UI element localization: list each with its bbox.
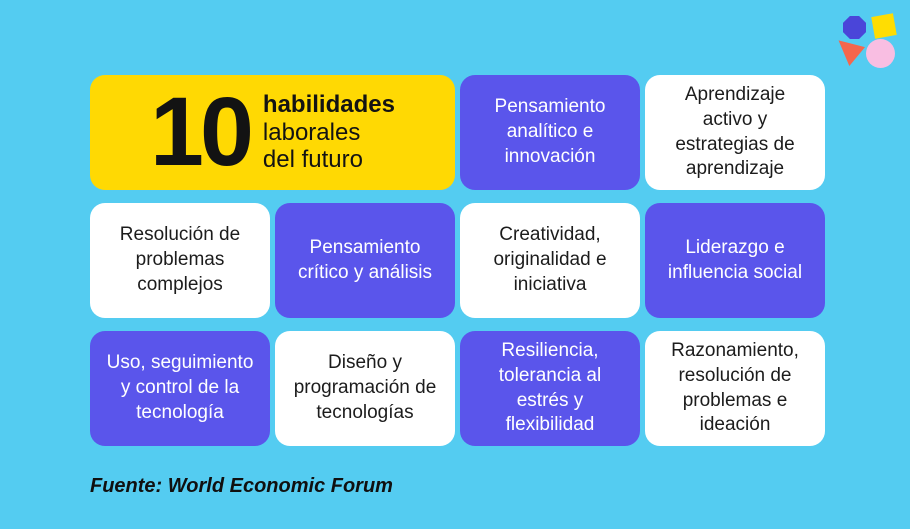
card-label: Pensamiento analítico e innovación xyxy=(494,96,606,167)
title-text: habilidades laborales del futuro xyxy=(263,91,395,173)
card-label: Liderazgo e influencia social xyxy=(667,236,803,283)
card-resolucion-problemas: Resolución de problemas complejos xyxy=(90,203,270,318)
title-card: 10 habilidades laborales del futuro xyxy=(90,75,455,190)
card-pensamiento-critico: Pensamiento crítico y análisis xyxy=(275,203,455,318)
card-razonamiento: Razonamiento, resolución de problemas e … xyxy=(645,331,825,446)
title-line-habilidades: habilidades xyxy=(262,91,395,119)
title-number: 10 xyxy=(150,77,254,187)
card-liderazgo: Liderazgo e influencia social xyxy=(645,203,825,318)
card-aprendizaje-activo: Aprendizaje activo y estrategias de apre… xyxy=(645,75,825,190)
card-resiliencia: Resiliencia, tolerancia al estrés y flex… xyxy=(460,331,640,446)
card-label: Resolución de problemas complejos xyxy=(119,224,241,295)
triangle-shape-icon xyxy=(838,40,865,66)
circle-shape-icon xyxy=(866,39,895,68)
card-uso-tecnologia: Uso, seguimiento y control de la tecnolo… xyxy=(90,331,270,446)
source-attribution: Fuente: World Economic Forum xyxy=(90,475,393,497)
card-pensamiento-analitico: Pensamiento analítico e innovación xyxy=(460,75,640,190)
card-label: Diseño y programación de tecnologías xyxy=(293,352,437,423)
card-label: Aprendizaje activo y estrategias de apre… xyxy=(675,84,795,180)
card-label: Pensamiento crítico y análisis xyxy=(297,236,433,283)
card-diseno-programacion: Diseño y programación de tecnologías xyxy=(275,331,455,446)
skills-grid: 10 habilidades laborales del futuro Pens… xyxy=(90,75,825,446)
title-line-laborales: laborales xyxy=(262,118,361,146)
card-creatividad: Creatividad, originalidad e iniciativa xyxy=(460,203,640,318)
card-label: Razonamiento, resolución de problemas e … xyxy=(671,340,799,436)
card-label: Resiliencia, tolerancia al estrés y flex… xyxy=(498,340,602,436)
square-shape-icon xyxy=(871,13,897,39)
title-line-del-futuro: del futuro xyxy=(262,146,363,174)
card-label: Creatividad, originalidad e iniciativa xyxy=(493,224,607,295)
octagon-shape-icon xyxy=(843,16,866,39)
card-label: Uso, seguimiento y control de la tecnolo… xyxy=(106,352,254,423)
